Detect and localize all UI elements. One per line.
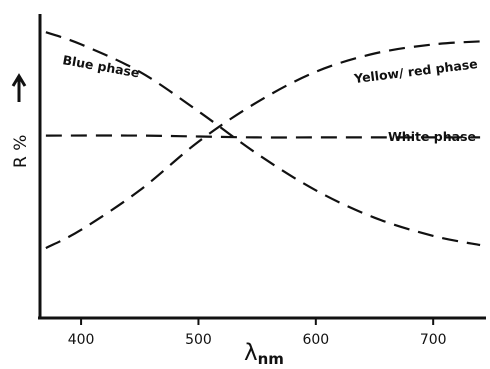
series-label-yellow-red-phase: Yellow/ red phase xyxy=(352,56,478,86)
series-line-white-phase xyxy=(45,134,481,139)
y-axis-label-text: R % xyxy=(11,135,31,168)
series-label-white-phase: White phase xyxy=(388,129,476,144)
x-axis-label-symbol: λ xyxy=(244,340,258,366)
x-axis-label-text: λnm xyxy=(244,340,284,368)
series-label-blue-phase: Blue phase xyxy=(61,52,140,80)
x-axis-label-unit: nm xyxy=(258,350,284,368)
x-axis-label: λnm xyxy=(244,340,284,368)
series-lines: Blue phase Yellow/ red phase White phase xyxy=(45,31,481,250)
y-axis-arrow-icon xyxy=(11,73,27,102)
x-tick-label-600: 600 xyxy=(302,332,329,348)
y-axis-label: R % xyxy=(11,73,31,168)
axes xyxy=(38,14,486,320)
x-tick-label-700: 700 xyxy=(420,332,447,348)
x-tick-label-400: 400 xyxy=(68,332,95,348)
series-line-blue-phase xyxy=(45,31,481,247)
series-line-yellow-red-phase xyxy=(45,40,481,250)
x-tick-label-500: 500 xyxy=(185,332,212,348)
x-ticks: 400 500 600 700 xyxy=(68,318,447,348)
